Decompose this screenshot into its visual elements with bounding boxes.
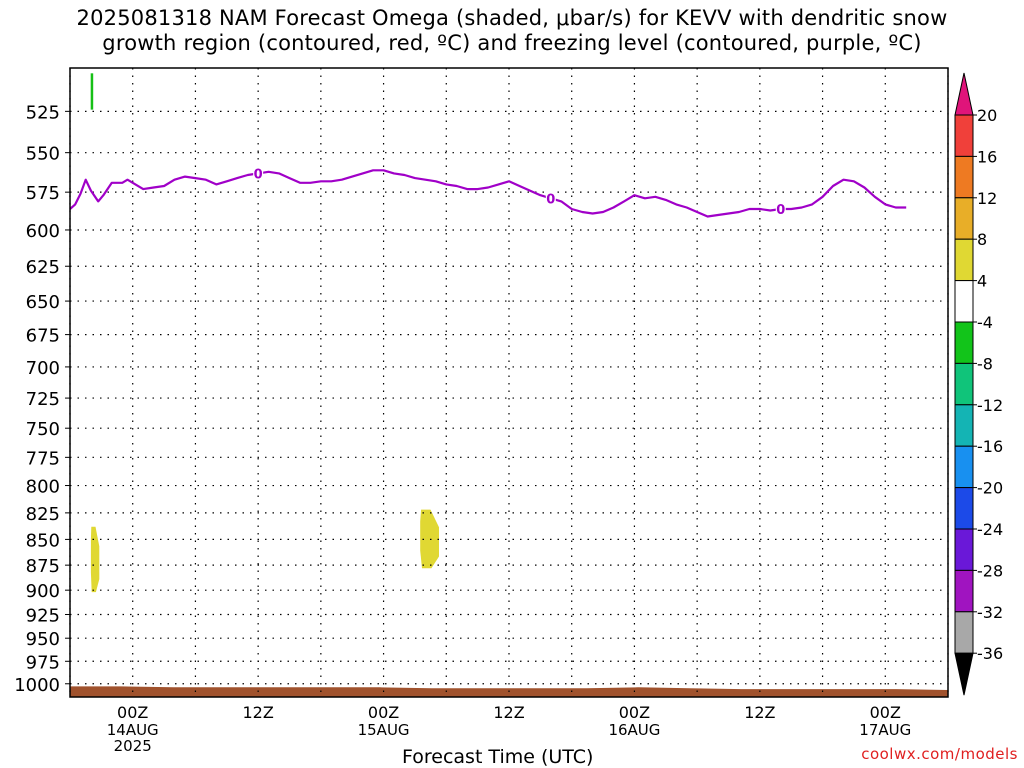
freezing-label-bg: [253, 165, 264, 181]
freezing-label-bg: [775, 200, 786, 216]
x-tick-sublabel: 14AUG: [107, 721, 159, 739]
x-tick-label: 00Z: [870, 703, 901, 722]
x-tick-label: 00Z: [117, 703, 148, 722]
colorbar-bin-12: [954, 569, 974, 613]
colorbar-bin-8: [954, 404, 974, 447]
y-tick-label: 725: [26, 389, 60, 410]
freezing-level-label: 0: [546, 192, 555, 207]
colorbar-bin-3: [954, 197, 974, 240]
y-tick-label: 775: [26, 448, 60, 469]
x-tick-label: 12Z: [493, 703, 524, 722]
y-tick-label: 650: [26, 292, 60, 313]
colorbar-label: 8: [977, 230, 987, 249]
colorbar-label: -4: [977, 313, 993, 332]
y-tick-label: 700: [26, 358, 60, 379]
colorbar-label: -20: [977, 479, 1003, 498]
colorbar-label: -12: [977, 396, 1003, 415]
colorbar-bin-5: [954, 280, 974, 323]
freezing-level-label: 0: [254, 167, 263, 182]
credit-text: coolwx.com/models: [861, 745, 1018, 763]
colorbar-label: -24: [977, 520, 1003, 539]
y-tick-label: 675: [26, 326, 60, 347]
colorbar-label: -32: [977, 603, 1003, 622]
y-tick-label: 600: [26, 221, 60, 242]
omega-region-1: [90, 526, 100, 593]
y-tick-label: 825: [26, 504, 60, 525]
colorbar-bin-1: [954, 114, 974, 157]
y-tick-label: 800: [26, 477, 60, 498]
colorbar-label: -36: [977, 644, 1003, 663]
y-tick-label: 900: [26, 581, 60, 602]
chart-title: 2025081318 NAM Forecast Omega (shaded, μ…: [0, 6, 1024, 56]
omega-region-2: [420, 509, 439, 569]
colorbar-label: -28: [977, 561, 1003, 580]
x-tick-sublabel: 2025: [114, 737, 152, 755]
plot-frame: [69, 67, 949, 698]
x-tick-sublabel: 17AUG: [859, 721, 911, 739]
freezing-label-bg: [545, 190, 556, 206]
colorbar-label: 12: [977, 189, 997, 208]
title-line-2: growth region (contoured, red, ºC) and f…: [102, 31, 922, 55]
title-line-1: 2025081318 NAM Forecast Omega (shaded, μ…: [76, 6, 948, 30]
x-tick-sublabel: 15AUG: [358, 721, 410, 739]
colorbar-label: 16: [977, 147, 997, 166]
x-tick-label: 00Z: [619, 703, 650, 722]
colorbar-top-arrow: [954, 72, 974, 116]
x-tick-sublabel: 16AUG: [608, 721, 660, 739]
colorbar-label: -16: [977, 437, 1003, 456]
colorbar-bin-11: [954, 528, 974, 571]
colorbar-bin-4: [954, 238, 974, 282]
y-tick-label: 950: [26, 629, 60, 650]
colorbar-label: 4: [977, 272, 987, 291]
x-tick-label: 00Z: [368, 703, 399, 722]
y-tick-label: 1000: [14, 675, 60, 696]
y-tick-label: 925: [26, 606, 60, 627]
colorbar-label: -8: [977, 354, 993, 373]
colorbar-bottom-arrow: [954, 652, 974, 696]
x-tick-label: 12Z: [242, 703, 273, 722]
y-tick-label: 525: [26, 102, 60, 123]
y-tick-label: 975: [26, 652, 60, 673]
x-axis-label: Forecast Time (UTC): [402, 746, 594, 768]
colorbar-bin-9: [954, 445, 974, 489]
y-tick-label: 625: [26, 257, 60, 278]
colorbar-bin-10: [954, 487, 974, 530]
freezing-level-line: [69, 169, 907, 218]
y-tick-label: 750: [26, 419, 60, 440]
colorbar-bin-2: [954, 155, 974, 199]
colorbar-bin-7: [954, 362, 974, 406]
freezing-level-label: 0: [776, 203, 785, 218]
colorbar-bin-13: [954, 611, 974, 654]
x-tick-label: 12Z: [744, 703, 775, 722]
colorbar-label: 20: [977, 106, 997, 125]
y-tick-label: 875: [26, 556, 60, 577]
y-tick-label: 850: [26, 530, 60, 551]
colorbar-bin-6: [954, 321, 974, 364]
y-tick-label: 575: [26, 183, 60, 204]
y-tick-label: 550: [26, 144, 60, 165]
